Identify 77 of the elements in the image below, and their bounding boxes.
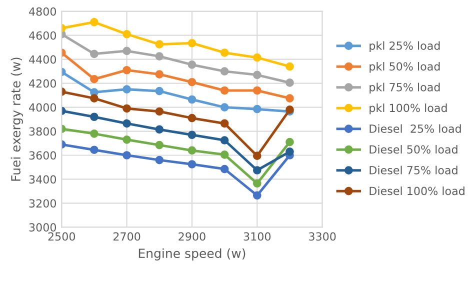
point	[188, 146, 196, 155]
point	[90, 50, 98, 58]
point	[252, 166, 262, 174]
point	[252, 152, 262, 160]
point	[286, 78, 294, 87]
point	[220, 67, 229, 76]
point	[122, 85, 131, 94]
legend-label: Diesel 100% load	[370, 186, 464, 196]
point	[252, 179, 262, 188]
point	[155, 86, 164, 96]
point	[122, 46, 131, 56]
point	[188, 95, 196, 104]
y-axis-title: Fuei exergy rate (w)	[10, 58, 23, 181]
x-tick-label: 3100	[244, 232, 271, 241]
x-tick-label: 3300	[309, 232, 336, 241]
point	[188, 130, 196, 140]
point	[220, 86, 229, 95]
point	[155, 70, 164, 78]
point	[90, 94, 98, 102]
point	[286, 94, 294, 102]
x-tick-label: 2900	[178, 232, 206, 241]
point	[252, 104, 262, 114]
x-tick-label: 2500	[48, 232, 76, 241]
point	[252, 70, 262, 80]
point	[122, 136, 131, 144]
y-tick-label: 4600	[29, 31, 56, 40]
point	[188, 78, 196, 86]
point	[252, 86, 262, 95]
point	[122, 66, 131, 74]
point	[286, 138, 294, 146]
y-tick-label: 3400	[29, 175, 56, 184]
point	[286, 62, 294, 71]
point	[252, 53, 262, 62]
y-tick-label: 4000	[29, 103, 56, 112]
y-tick-label: 3800	[29, 127, 56, 136]
x-axis-title: Engine speed (w)	[138, 248, 246, 260]
point	[122, 151, 131, 160]
point	[188, 160, 196, 168]
point	[220, 150, 229, 159]
point	[90, 74, 98, 84]
point	[90, 112, 98, 122]
legend-label: Diesel 25% load	[370, 124, 461, 133]
point	[90, 18, 98, 26]
point	[90, 130, 98, 138]
point	[220, 103, 229, 112]
y-tick-label: 4200	[29, 79, 56, 88]
point	[122, 30, 131, 38]
legend-label: pkl 25% load	[370, 41, 440, 52]
legend-label: pkl 100% load	[370, 104, 447, 114]
point	[155, 107, 164, 116]
point	[155, 156, 164, 164]
y-tick-label: 3200	[29, 199, 56, 208]
y-tick-label: 3600	[29, 151, 56, 160]
point	[155, 140, 164, 150]
y-tick-label: 3000	[29, 223, 56, 232]
point	[252, 191, 262, 200]
point	[220, 119, 229, 128]
point	[188, 60, 196, 69]
point	[90, 146, 98, 154]
point	[122, 104, 131, 113]
point	[188, 38, 196, 48]
point	[220, 136, 229, 144]
point	[188, 114, 196, 122]
y-tick-label: 4400	[29, 55, 56, 64]
legend-label: pkl 50% load	[370, 62, 440, 73]
point	[220, 164, 229, 174]
point	[220, 48, 229, 57]
point	[155, 40, 164, 49]
point	[155, 125, 164, 134]
y-tick-label: 4800	[29, 7, 56, 16]
x-tick-label: 2700	[113, 232, 140, 241]
legend-label: Diesel 50% load	[370, 145, 458, 154]
legend-label: pkl 75% load	[370, 82, 440, 94]
legend-label: Diesel 75% load	[370, 166, 458, 174]
point	[122, 119, 131, 128]
point	[155, 52, 164, 60]
point	[286, 147, 294, 156]
